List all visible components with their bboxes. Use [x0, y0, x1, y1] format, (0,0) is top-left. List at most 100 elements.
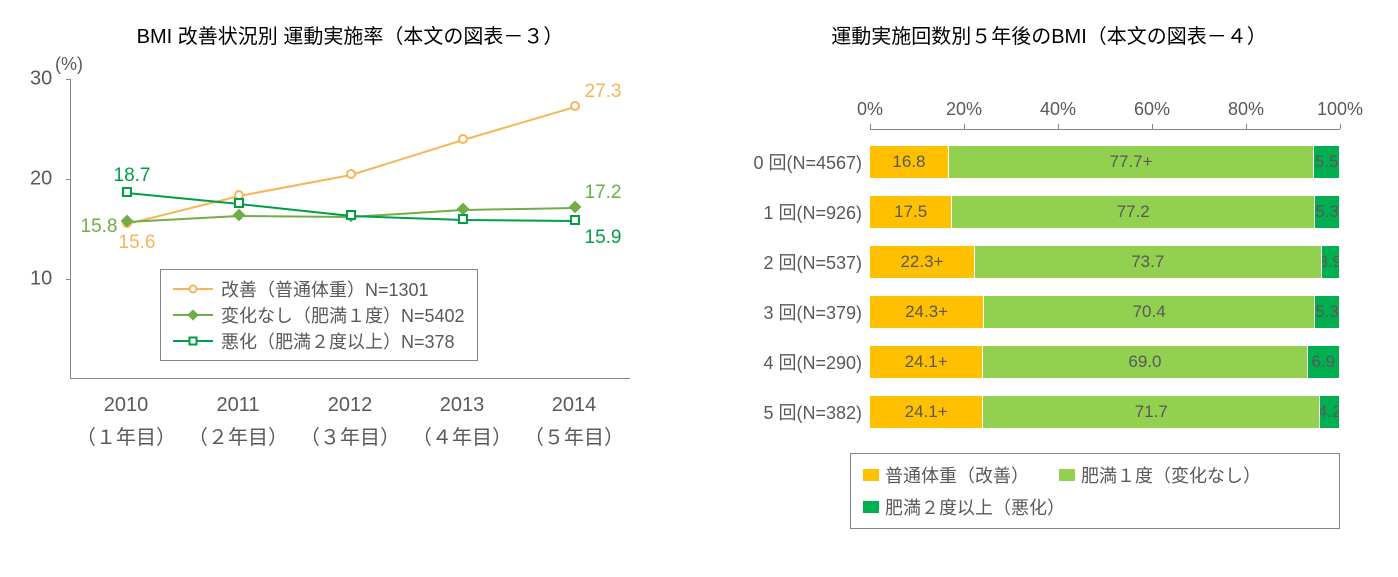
data-label: 18.7	[114, 165, 151, 187]
bar-chart-panel: 運動実施回数別５年後のBMI（本文の図表－４） 0 回(N=4567)16.87…	[720, 20, 1378, 557]
bar-x-tick-label: 60%	[1134, 99, 1170, 120]
bar-row: 4 回(N=290)24.1+69.06.9	[720, 339, 1340, 385]
line-chart-title: BMI 改善状況別 運動実施率（本文の図表－３）	[20, 20, 680, 49]
line-segment	[351, 139, 464, 176]
x-tick-sublabel: （４年目）	[412, 421, 512, 450]
bar-stack: 17.577.25.3	[870, 196, 1340, 228]
legend-label: 改善（普通体重）N=1301	[221, 276, 429, 302]
legend-item: 改善（普通体重）N=1301	[173, 276, 465, 302]
line-marker	[569, 201, 582, 214]
bar-x-axis	[870, 129, 1340, 130]
bar-stack: 24.3+70.45.3	[870, 296, 1340, 328]
bar-row: 0 回(N=4567)16.877.7+5.5	[720, 139, 1340, 185]
x-tick-sublabel: （３年目）	[300, 421, 400, 450]
bar-segment: 77.7+	[949, 146, 1314, 178]
line-segment	[239, 174, 351, 197]
bar-segment: 5.3	[1315, 196, 1340, 228]
bar-legend-label: 肥満１度（変化なし）	[1081, 462, 1261, 488]
bar-row: 2 回(N=537)22.3+73.73.9	[720, 239, 1340, 285]
bar-row-label: 0 回(N=4567)	[720, 149, 870, 175]
bar-legend-item: 普通体重（改善）	[863, 462, 1029, 488]
bar-row: 5 回(N=382)24.1+71.74.2	[720, 389, 1340, 435]
bar-segment: 70.4	[984, 296, 1315, 328]
y-tick-label: 30	[30, 68, 52, 91]
bar-segment: 24.1+	[870, 346, 983, 378]
bar-stack: 16.877.7+5.5	[870, 146, 1340, 178]
bar-row: 3 回(N=379)24.3+70.45.3	[720, 289, 1340, 335]
line-marker	[122, 187, 132, 197]
x-tick-sublabel: （５年目）	[524, 421, 624, 450]
bar-segment: 73.7	[975, 246, 1322, 278]
legend-label: 変化なし（肥満１度）N=5402	[221, 302, 465, 328]
x-tick-year: 2013	[440, 394, 485, 417]
bar-row: 1 回(N=926)17.577.25.3	[720, 189, 1340, 235]
bar-x-tick-label: 100%	[1317, 99, 1363, 120]
legend-item: 悪化（肥満２度以上）N=378	[173, 328, 465, 354]
bar-chart-area: 0 回(N=4567)16.877.7+5.51 回(N=926)17.577.…	[720, 59, 1360, 529]
bar-segment: 24.3+	[870, 296, 984, 328]
bar-segment: 3.9	[1322, 246, 1340, 278]
x-tick-year: 2010	[104, 394, 149, 417]
bar-segment: 17.5	[870, 196, 952, 228]
y-axis-unit: (%)	[55, 54, 83, 75]
data-label: 15.6	[119, 232, 156, 254]
line-chart-area: (%) 15.627.315.817.218.715.9 改善（普通体重）N=1…	[60, 59, 680, 489]
x-tick-sublabel: （１年目）	[76, 421, 176, 450]
bar-segment: 69.0	[983, 346, 1307, 378]
line-marker	[458, 134, 468, 144]
bar-segment: 5.5	[1314, 146, 1340, 178]
line-marker	[233, 209, 246, 222]
line-chart-legend: 改善（普通体重）N=1301変化なし（肥満１度）N=5402悪化（肥満２度以上）…	[160, 269, 478, 361]
line-marker	[346, 210, 356, 220]
bar-legend-label: 普通体重（改善）	[885, 462, 1029, 488]
bar-stack: 22.3+73.73.9	[870, 246, 1340, 278]
line-chart-panel: BMI 改善状況別 運動実施率（本文の図表－３） (%) 15.6 27.3 15.…	[20, 20, 680, 557]
x-tick-year: 2011	[216, 394, 259, 417]
bar-segment: 22.3+	[870, 246, 975, 278]
y-tick-label: 20	[30, 168, 52, 191]
bar-legend-item: 肥満１度（変化なし）	[1059, 462, 1261, 488]
data-label: 17.2	[585, 182, 622, 204]
line-segment	[463, 219, 575, 222]
line-marker	[458, 214, 468, 224]
x-tick-sublabel: （２年目）	[188, 421, 288, 450]
bar-rows: 0 回(N=4567)16.877.7+5.51 回(N=926)17.577.…	[720, 139, 1340, 439]
bar-row-label: 5 回(N=382)	[720, 399, 870, 425]
bar-segment: 6.9	[1308, 346, 1340, 378]
x-tick-year: 2012	[328, 394, 373, 417]
bar-x-tick-label: 0%	[857, 99, 883, 120]
bar-x-tick-label: 80%	[1228, 99, 1264, 120]
line-marker	[234, 198, 244, 208]
line-segment	[463, 207, 575, 211]
bar-legend-label: 肥満２度以上（悪化）	[885, 494, 1065, 520]
line-marker	[570, 101, 580, 111]
line-segment	[239, 215, 351, 218]
data-label: 27.3	[585, 81, 622, 103]
line-marker	[346, 169, 356, 179]
bar-x-tick-label: 40%	[1040, 99, 1076, 120]
data-label: 15.9	[585, 227, 622, 249]
legend-item: 変化なし（肥満１度）N=5402	[173, 302, 465, 328]
data-label: 15.8	[81, 216, 118, 238]
bar-row-label: 3 回(N=379)	[720, 299, 870, 325]
bar-chart-title: 運動実施回数別５年後のBMI（本文の図表－４）	[720, 20, 1378, 49]
bar-x-tick-label: 20%	[946, 99, 982, 120]
bar-segment: 5.3	[1315, 296, 1340, 328]
legend-label: 悪化（肥満２度以上）N=378	[221, 328, 455, 354]
bar-legend-item: 肥満２度以上（悪化）	[863, 494, 1065, 520]
bar-row-label: 2 回(N=537)	[720, 249, 870, 275]
bar-chart-legend: 普通体重（改善） 肥満１度（変化なし） 肥満２度以上（悪化）	[850, 453, 1340, 529]
bar-segment: 4.2	[1320, 396, 1340, 428]
bar-row-label: 4 回(N=290)	[720, 349, 870, 375]
line-segment	[351, 215, 463, 221]
bar-stack: 24.1+71.74.2	[870, 396, 1340, 428]
y-tick-label: 10	[30, 268, 52, 291]
bar-segment: 16.8	[870, 146, 949, 178]
line-segment	[463, 106, 576, 141]
x-tick-year: 2014	[552, 394, 597, 417]
bar-row-label: 1 回(N=926)	[720, 199, 870, 225]
bar-segment: 71.7	[983, 396, 1320, 428]
bar-segment: 24.1+	[870, 396, 983, 428]
line-marker	[570, 215, 580, 225]
bar-segment: 77.2	[952, 196, 1315, 228]
